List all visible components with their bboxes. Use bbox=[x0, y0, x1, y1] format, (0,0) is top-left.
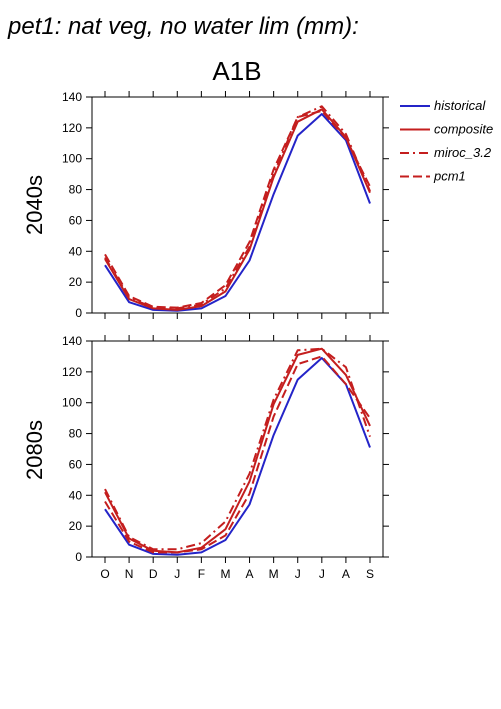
panel-2040s-series-pcm1 bbox=[104, 109, 371, 309]
panel-2040s-series-miroc-3-2 bbox=[104, 105, 371, 310]
xtick-label-7: M bbox=[269, 567, 279, 581]
xtick-label-2: D bbox=[149, 567, 158, 581]
panel-2080s-series-pcm1 bbox=[104, 355, 371, 554]
panel-2080s-ytick-label: 140 bbox=[62, 334, 82, 348]
xtick-label-5: M bbox=[220, 567, 230, 581]
panel-2040s-plot-frame bbox=[91, 96, 384, 314]
legend: historical composite miroc_3.2 pcm1 bbox=[400, 98, 493, 184]
legend-label-historical: historical bbox=[434, 98, 486, 113]
panel-2040s-series-composite bbox=[104, 108, 371, 311]
panel-2080s-ytick-label: 20 bbox=[69, 519, 83, 533]
legend-label-miroc-3-2: miroc_3.2 bbox=[434, 145, 492, 160]
panel-2040s-ytick-label: 20 bbox=[69, 275, 83, 289]
panel-2040s-ytick-label: 120 bbox=[62, 121, 82, 135]
figure-title: pet1: nat veg, no water lim (mm): bbox=[7, 13, 359, 40]
panel-2040s-row-label: 2040s bbox=[22, 175, 47, 235]
panel-2080s-ytick-label: 60 bbox=[69, 457, 83, 471]
panel-2080s-ytick-label: 120 bbox=[62, 365, 82, 379]
xtick-label-11: S bbox=[366, 567, 374, 581]
panel-2080s-ytick-label: 40 bbox=[69, 488, 83, 502]
panel-2040s-ytick-label: 80 bbox=[69, 183, 83, 197]
xtick-label-0: O bbox=[100, 567, 109, 581]
xtick-label-1: N bbox=[125, 567, 134, 581]
xtick-label-4: F bbox=[198, 567, 205, 581]
panel-2080s: 2080s 0 20 40 60 80 100 120 140 O N D J F M A M J J A S bbox=[22, 334, 389, 581]
panel-2040s-ytick-label: 40 bbox=[69, 244, 83, 258]
xtick-label-9: J bbox=[319, 567, 325, 581]
panel-2040s-ytick-label: 100 bbox=[62, 152, 82, 166]
panel-2080s-series-miroc-3-2 bbox=[104, 347, 371, 551]
legend-label-composite: composite bbox=[434, 122, 493, 137]
panel-2080s-row-label: 2080s bbox=[22, 420, 47, 480]
xtick-label-3: J bbox=[174, 567, 180, 581]
panel-2080s-series-historical bbox=[104, 357, 371, 556]
xtick-label-10: A bbox=[342, 567, 350, 581]
panel-2040s-ytick-label: 0 bbox=[75, 306, 82, 320]
panel-2040s-series-historical bbox=[104, 113, 371, 312]
panel-2080s-plot-frame bbox=[91, 340, 384, 558]
panel-2080s-series-composite bbox=[104, 347, 371, 554]
panel-2080s-ytick-label: 100 bbox=[62, 396, 82, 410]
legend-label-pcm1: pcm1 bbox=[433, 169, 466, 184]
panel-2040s-ytick-label: 60 bbox=[69, 213, 83, 227]
xtick-label-6: A bbox=[246, 567, 254, 581]
panel-2040s: 2040s 0 20 40 60 80 100 120 140 bbox=[22, 90, 389, 320]
scenario-title: A1B bbox=[212, 56, 261, 86]
panel-2080s-ytick-label: 0 bbox=[75, 550, 82, 564]
xtick-label-8: J bbox=[295, 567, 301, 581]
panel-2040s-ytick-label: 140 bbox=[62, 90, 82, 104]
panel-2080s-ytick-label: 80 bbox=[69, 427, 83, 441]
